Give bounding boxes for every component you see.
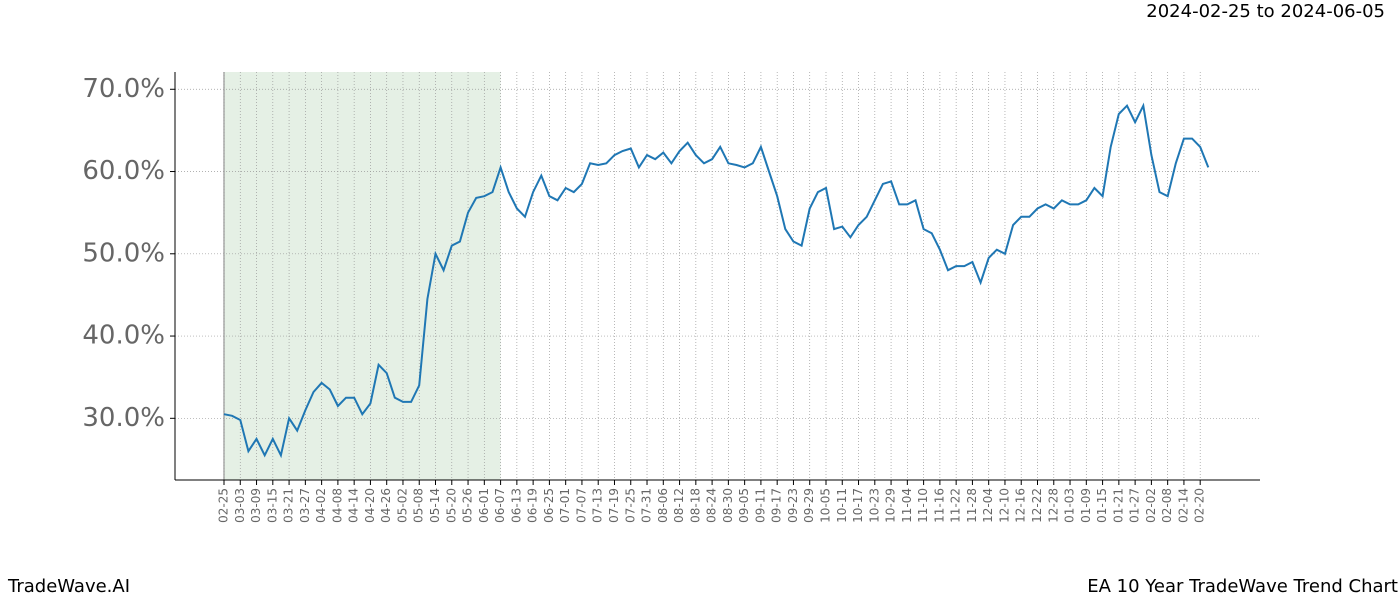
x-tick-label: 06-19 — [526, 488, 540, 523]
line — [223, 102, 1210, 459]
x-tick-label: 09-23 — [786, 488, 800, 523]
x-tick-label: 03-21 — [282, 488, 296, 523]
y-tick-label: 60.0% — [82, 156, 165, 186]
x-tick-label: 03-03 — [233, 488, 247, 523]
x-tick-label: 08-18 — [688, 488, 702, 523]
x-tick-label: 03-27 — [298, 488, 312, 523]
x-tick-label: 06-01 — [477, 488, 491, 523]
x-tick-label: 01-27 — [1128, 488, 1142, 523]
x-tick-label: 07-31 — [640, 488, 654, 523]
x-tick-label: 03-15 — [265, 488, 279, 523]
x-tick-label: 11-10 — [916, 488, 930, 523]
x-tick-label: 04-26 — [379, 488, 393, 523]
x-tick-label: 04-14 — [347, 488, 361, 523]
x-tick-label: 05-02 — [395, 488, 409, 523]
x-tick-label: 06-25 — [542, 488, 556, 523]
x-tick-label: 12-04 — [981, 488, 995, 523]
x-tick-label: 01-21 — [1111, 488, 1125, 523]
x-tick-label: 06-07 — [493, 488, 507, 523]
x-tick-label: 12-28 — [1046, 488, 1060, 523]
x-tick-label: 01-15 — [1095, 488, 1109, 523]
x-tick-label: 07-13 — [591, 488, 605, 523]
x-tick-label: 02-14 — [1176, 488, 1190, 523]
x-tick-label: 02-20 — [1193, 488, 1207, 523]
x-tick-label: 11-16 — [932, 488, 946, 523]
footer-right: EA 10 Year TradeWave Trend Chart — [1087, 576, 1398, 597]
x-tick-label: 08-24 — [705, 488, 719, 523]
x-tick-label: 10-11 — [835, 488, 849, 523]
x-tick-label: 02-02 — [1144, 488, 1158, 523]
y-tick-label: 50.0% — [82, 238, 165, 268]
x-tick-label: 04-20 — [363, 488, 377, 523]
x-tick-label: 05-20 — [444, 488, 458, 523]
y-tick-label: 30.0% — [82, 403, 165, 433]
y-tick-label: 40.0% — [82, 321, 165, 351]
x-tick-label: 04-02 — [314, 488, 328, 523]
x-tick-label: 05-08 — [412, 488, 426, 523]
x-tick-label: 10-29 — [884, 488, 898, 523]
x-tick-label: 12-10 — [997, 488, 1011, 523]
x-tick-label: 12-16 — [1014, 488, 1028, 523]
x-tick-label: 06-13 — [509, 488, 523, 523]
x-tick-label: 07-01 — [558, 488, 572, 523]
x-tick-label: 07-25 — [623, 488, 637, 523]
x-tick-label: 02-25 — [217, 488, 231, 523]
highlight-region — [224, 72, 501, 480]
x-tick-label: 09-29 — [802, 488, 816, 523]
x-tick-label: 12-22 — [1030, 488, 1044, 523]
x-tick-label: 11-28 — [965, 488, 979, 523]
x-tick-label: 01-03 — [1063, 488, 1077, 523]
x-tick-label: 10-17 — [851, 488, 865, 523]
x-tick-label: 10-05 — [818, 488, 832, 523]
x-tick-label: 07-07 — [574, 488, 588, 523]
x-tick-label: 03-09 — [249, 488, 263, 523]
x-tick-label: 08-06 — [656, 488, 670, 523]
y-tick-label: 70.0% — [82, 74, 165, 104]
chart-title: 2024-02-25 to 2024-06-05 — [1146, 1, 1385, 22]
x-tick-label: 09-11 — [753, 488, 767, 523]
x-tick-label: 05-26 — [461, 488, 475, 523]
x-tick-label: 08-30 — [721, 488, 735, 523]
x-tick-label: 09-17 — [770, 488, 784, 523]
x-tick-label: 10-23 — [867, 488, 881, 523]
x-tick-label: 02-08 — [1160, 488, 1174, 523]
x-tick-label: 11-04 — [900, 488, 914, 523]
x-tick-label: 01-09 — [1079, 488, 1093, 523]
x-tick-label: 11-22 — [949, 488, 963, 523]
x-tick-label: 07-19 — [607, 488, 621, 523]
x-tick-label: 05-14 — [428, 488, 442, 523]
x-tick-label: 08-12 — [672, 488, 686, 523]
footer-left: TradeWave.AI — [7, 576, 130, 597]
x-tick-label: 09-05 — [737, 488, 751, 523]
x-tick-label: 04-08 — [330, 488, 344, 523]
